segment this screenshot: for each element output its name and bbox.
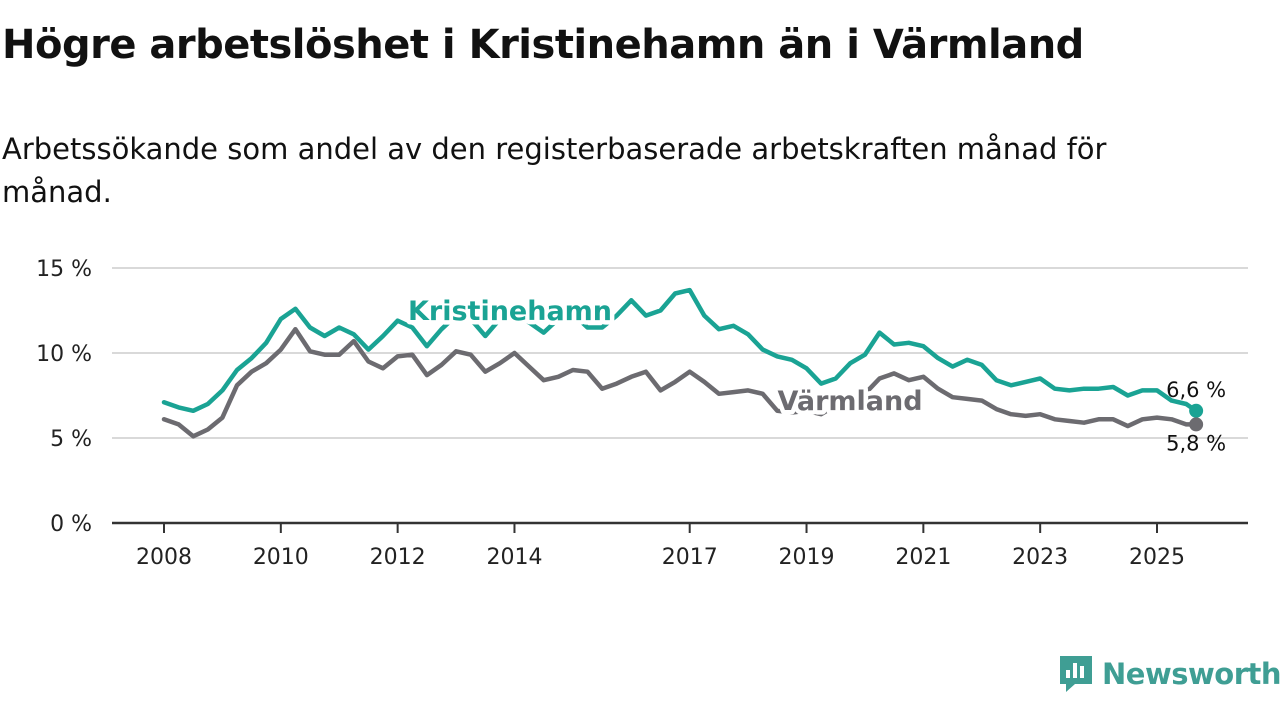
series-label-kristinehamn: Kristinehamn <box>408 296 612 327</box>
series-line-kristinehamn <box>161 287 1199 414</box>
x-tick-label: 2012 <box>370 545 426 570</box>
x-tick-label: 2014 <box>486 545 542 570</box>
series-label-värmland: Värmland <box>777 386 922 417</box>
series-label-halo: Värmland <box>777 386 922 417</box>
x-tick-label: 2025 <box>1129 545 1185 570</box>
series-line-värmland <box>161 326 1199 439</box>
end-value-label: 5,8 % <box>1166 431 1226 455</box>
y-tick-label: 10 % <box>36 342 92 367</box>
series-label-halo: Kristinehamn <box>408 296 612 327</box>
line-chart: 0 % 5 % 10 % 15 % 2008 2010 2012 2014 2017 2019 2… <box>36 257 1248 570</box>
chart-speech-bubble-icon <box>1060 656 1092 692</box>
x-tick-label: 2019 <box>779 545 835 570</box>
x-tick-label: 2023 <box>1012 545 1068 570</box>
end-point-värmland <box>1189 417 1204 432</box>
x-tick-label: 2021 <box>895 545 951 570</box>
y-tick-label: 0 % <box>50 512 92 537</box>
x-tick-label: 2008 <box>136 545 192 570</box>
end-point-kristinehamn <box>1189 403 1204 418</box>
chart-subtitle: Arbetssökande som andel av den registerb… <box>2 132 1107 209</box>
x-tick-label: 2017 <box>662 545 718 570</box>
end-value-label: 6,6 % <box>1166 378 1226 402</box>
chart-title: Högre arbetslöshet i Kristinehamn än i V… <box>2 22 1084 68</box>
x-tick-label: 2010 <box>253 545 309 570</box>
newsworthy-logo: Newsworthy <box>1058 654 1280 694</box>
y-tick-label: 5 % <box>50 427 92 452</box>
y-tick-label: 15 % <box>36 257 92 282</box>
brand-name: Newsworthy <box>1102 657 1280 691</box>
